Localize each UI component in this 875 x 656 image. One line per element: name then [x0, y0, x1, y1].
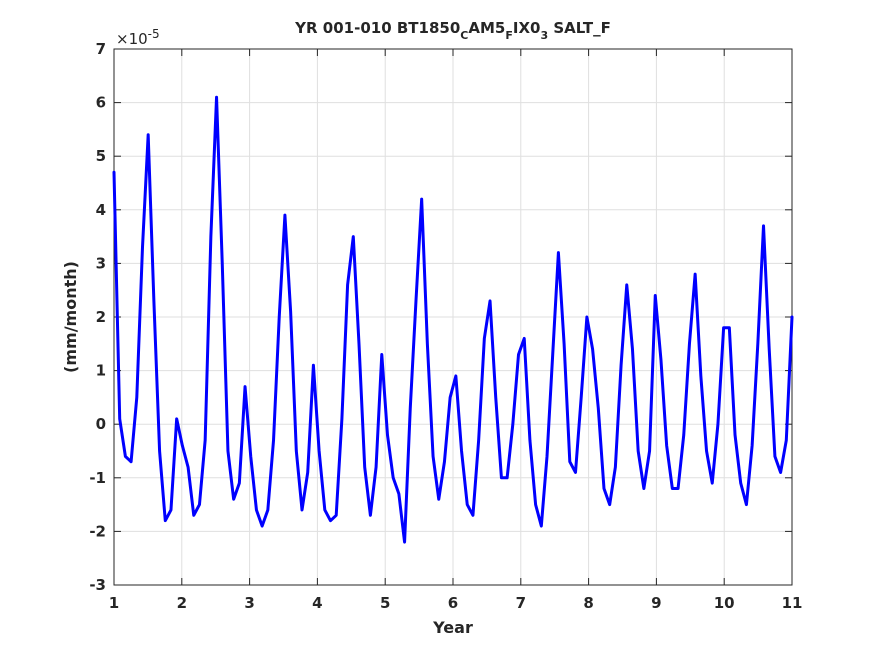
y-tick-label: 5	[96, 147, 106, 165]
y-tick-label: -3	[89, 576, 106, 594]
x-tick-label: 4	[312, 594, 322, 612]
y-tick-label: 0	[96, 415, 106, 433]
title-part-1: YR 001-010 BT1850	[294, 19, 460, 37]
x-tick-label: 5	[380, 594, 390, 612]
x-tick-label: 11	[782, 594, 803, 612]
series-group	[112, 95, 794, 544]
series-line	[112, 95, 794, 544]
x-tick-label: 7	[516, 594, 526, 612]
title-subscript-2: F	[505, 29, 513, 42]
title-part-2: AM5	[468, 19, 505, 37]
x-tick-label: 9	[651, 594, 661, 612]
y-tick-label: 3	[96, 254, 106, 272]
title-part-3: IX0	[513, 19, 541, 37]
y-exponent-label: ×10-5	[116, 27, 160, 48]
y-exponent-base: ×10	[116, 30, 148, 48]
title-part-4: SALT_F	[548, 19, 611, 37]
x-tick-label: 2	[177, 594, 187, 612]
x-tick-label: 8	[583, 594, 593, 612]
y-tick-label: 6	[96, 94, 106, 112]
x-axis-label: Year	[432, 618, 473, 637]
y-tick-label: -1	[89, 469, 106, 487]
x-tick-label: 1	[109, 594, 119, 612]
x-tick-label: 3	[244, 594, 254, 612]
title-subscript-3: 3	[540, 29, 548, 42]
title-subscript-1: C	[460, 29, 468, 42]
y-axis-label: (mm/month)	[61, 261, 80, 373]
x-tick-labels: 1 2 3 4 5 6 7 8 9 10 11	[109, 594, 803, 612]
y-tick-label: -2	[89, 522, 106, 540]
chart-title: YR 001-010 BT1850CAM5FIX03 SALT_F	[294, 19, 611, 42]
y-tick-label: 1	[96, 362, 106, 380]
x-tick-label: 6	[448, 594, 458, 612]
y-exponent-power: -5	[148, 27, 160, 41]
y-tick-labels: -3 -2 -1 0 1 2 3 4 5 6 7	[89, 40, 106, 594]
x-tick-label: 10	[714, 594, 735, 612]
y-tick-label: 7	[96, 40, 106, 58]
y-tick-label: 2	[96, 308, 106, 326]
y-tick-label: 4	[96, 201, 106, 219]
